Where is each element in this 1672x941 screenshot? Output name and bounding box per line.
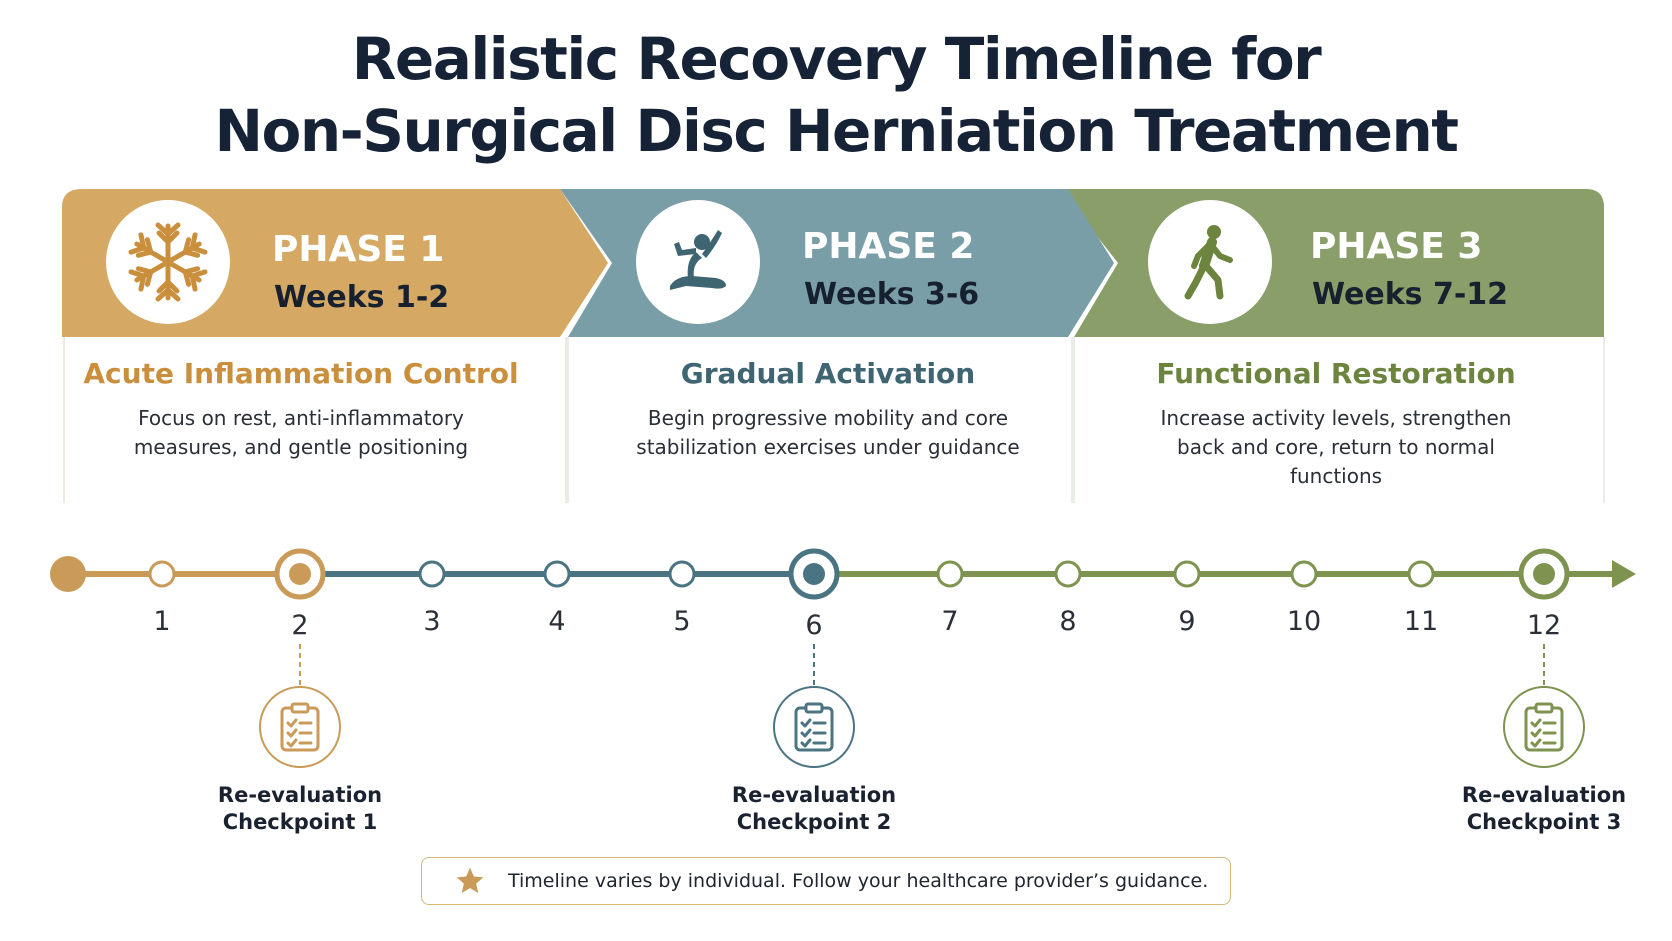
checkpoint-3-label: Re-evaluation Checkpoint 3 (1461, 783, 1627, 834)
checkpoint-3: Re-evaluation Checkpoint 3 (1434, 686, 1654, 836)
disclaimer-note: Timeline varies by individual. Follow yo… (421, 857, 1231, 905)
timeline-start-dot (50, 556, 86, 592)
checkpoint-2-icon-circle (773, 686, 855, 768)
clipboard-checklist-icon (280, 702, 320, 752)
star-icon (452, 863, 488, 899)
week-node-3 (418, 560, 446, 588)
week-node-8 (1054, 560, 1082, 588)
week-node-7 (936, 560, 964, 588)
week-label-1: 1 (153, 606, 171, 637)
checkpoint-3-icon-circle (1503, 686, 1585, 768)
page-title-line-2: Non-Surgical Disc Herniation Treatment (214, 97, 1459, 165)
phase-3-weeks: Weeks 7-12 (1312, 277, 1509, 312)
week-label-3: 3 (423, 606, 441, 637)
week-node-11 (1407, 560, 1435, 588)
clipboard-checklist-icon (1524, 702, 1564, 752)
phase-1-body-line: measures, and gentle positioning (133, 435, 469, 459)
phase-1-body: Focus on rest, anti-inflammatory measure… (64, 404, 538, 462)
phase-1-body-line: Focus on rest, anti-inflammatory (138, 406, 464, 430)
phase-1-description: Acute Inflammation Control Focus on rest… (64, 360, 538, 462)
week-node-9 (1173, 560, 1201, 588)
disclaimer-text: Timeline varies by individual. Follow yo… (508, 870, 1209, 892)
phase-3-body-line: back and core, return to normal (1177, 435, 1495, 459)
phase-2-body: Begin progressive mobility and core stab… (580, 404, 1076, 462)
phase-3-description: Functional Restoration Increase activity… (1086, 360, 1586, 491)
week-label-10: 10 (1286, 606, 1322, 637)
phase-1-heading: Acute Inflammation Control (83, 357, 519, 390)
snowflake-icon (126, 222, 210, 304)
phase-2-label: PHASE 2 (802, 226, 975, 267)
week-label-5: 5 (673, 606, 691, 637)
checkpoint-node-center-week-2 (289, 563, 311, 585)
phase-1-label: PHASE 1 (272, 229, 445, 270)
phase-3-label: PHASE 3 (1310, 226, 1483, 267)
phase-2-icon-circle (636, 200, 760, 324)
timeline-arrowhead (1612, 560, 1636, 588)
phase-2-body-line: Begin progressive mobility and core (647, 406, 1009, 430)
phase-3-body: Increase activity levels, strengthen bac… (1086, 404, 1586, 491)
phase-1-icon-circle (106, 200, 230, 324)
stretching-person-icon (670, 230, 726, 290)
week-label-11: 11 (1403, 606, 1439, 637)
week-node-10 (1290, 560, 1318, 588)
week-label-12: 12 (1526, 610, 1562, 641)
walking-person-icon (1184, 225, 1233, 300)
week-label-7: 7 (941, 606, 959, 637)
phase-2-heading: Gradual Activation (680, 357, 976, 390)
checkpoint-node-center-week-6 (803, 563, 825, 585)
week-node-1 (148, 560, 176, 588)
week-node-5 (668, 560, 696, 588)
week-label-4: 4 (548, 606, 566, 637)
checkpoint-1-icon-circle (259, 686, 341, 768)
checkpoint-node-center-week-12 (1533, 563, 1555, 585)
week-label-6: 6 (805, 610, 823, 641)
week-node-4 (543, 560, 571, 588)
week-label-9: 9 (1178, 606, 1196, 637)
week-label-8: 8 (1059, 606, 1077, 637)
phase-3-icon-circle (1148, 200, 1272, 324)
phase-2-body-line: stabilization exercises under guidance (636, 435, 1020, 459)
phase-3-body-line: Increase activity levels, strengthen (1160, 406, 1512, 430)
phase-2-description: Gradual Activation Begin progressive mob… (580, 360, 1076, 462)
week-nodes (148, 548, 1570, 600)
checkpoint-1-label: Re-evaluation Checkpoint 1 (217, 783, 383, 834)
week-label-2: 2 (291, 610, 309, 641)
clipboard-checklist-icon (794, 702, 834, 752)
checkpoint-2-label: Re-evaluation Checkpoint 2 (731, 783, 897, 834)
checkpoint-2: Re-evaluation Checkpoint 2 (704, 686, 924, 836)
page-title-line-1: Realistic Recovery Timeline for (351, 25, 1322, 93)
phase-1-weeks: Weeks 1-2 (274, 280, 450, 315)
phase-3-body-line: functions (1289, 464, 1383, 488)
phase-2-weeks: Weeks 3-6 (804, 277, 980, 312)
checkpoint-1: Re-evaluation Checkpoint 1 (190, 686, 410, 836)
phase-3-heading: Functional Restoration (1156, 357, 1516, 390)
